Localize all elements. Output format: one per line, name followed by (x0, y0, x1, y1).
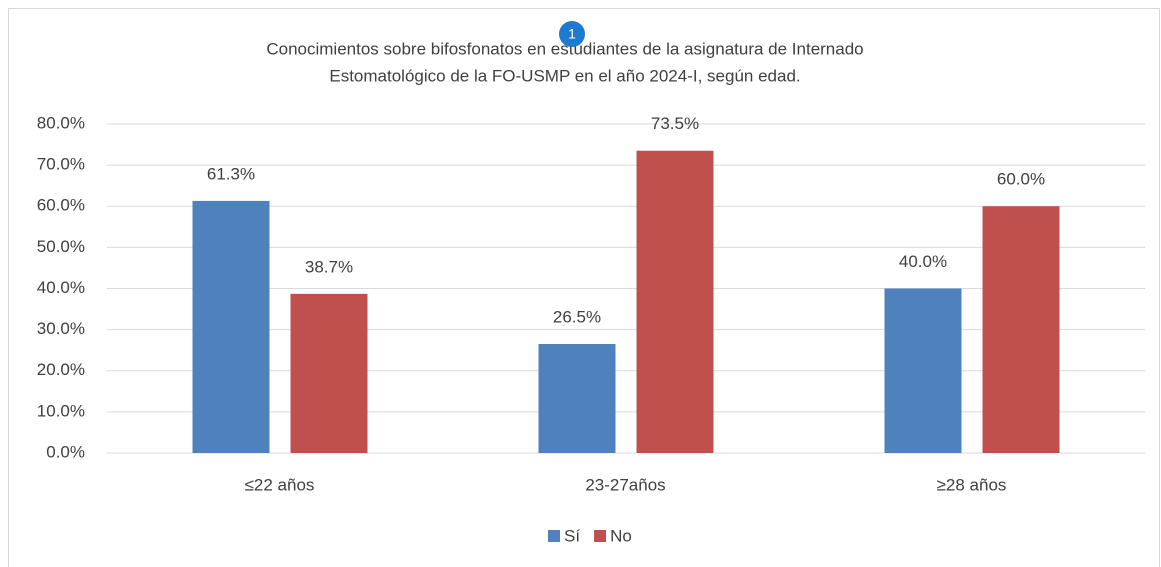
bar (538, 344, 616, 453)
y-tick-label: 10.0% (37, 401, 85, 420)
y-tick-label: 40.0% (37, 278, 85, 297)
y-tick-label: 60.0% (37, 196, 85, 215)
y-tick-label: 20.0% (37, 360, 85, 379)
y-tick-label: 0.0% (46, 442, 85, 461)
badge (559, 21, 585, 47)
data-label: 40.0% (899, 252, 947, 271)
y-tick-label: 50.0% (37, 237, 85, 256)
data-label: 73.5% (651, 114, 699, 133)
data-label: 60.0% (997, 170, 1045, 189)
bar (192, 200, 270, 453)
badge-label: 1 (568, 26, 576, 42)
legend-label: Sí (564, 526, 580, 545)
bar (982, 206, 1060, 453)
data-label: 61.3% (207, 164, 255, 183)
bar (636, 150, 714, 453)
x-tick-label: ≤22 años (245, 475, 315, 494)
bar (290, 293, 368, 453)
y-tick-label: 30.0% (37, 319, 85, 338)
chart-title: Conocimientos sobre bifosfonatos en estu… (266, 39, 863, 58)
legend-swatch (594, 530, 607, 542)
data-label: 26.5% (553, 308, 601, 327)
chart-title: Estomatológico de la FO-USMP en el año 2… (329, 66, 800, 85)
legend-swatch (548, 530, 560, 542)
data-label: 38.7% (305, 257, 353, 276)
legend-label: No (610, 526, 632, 545)
y-tick-label: 70.0% (37, 155, 85, 174)
x-tick-label: 23-27años (585, 475, 665, 494)
bar (884, 288, 962, 453)
y-tick-label: 80.0% (37, 113, 85, 132)
x-tick-label: ≥28 años (937, 475, 1007, 494)
